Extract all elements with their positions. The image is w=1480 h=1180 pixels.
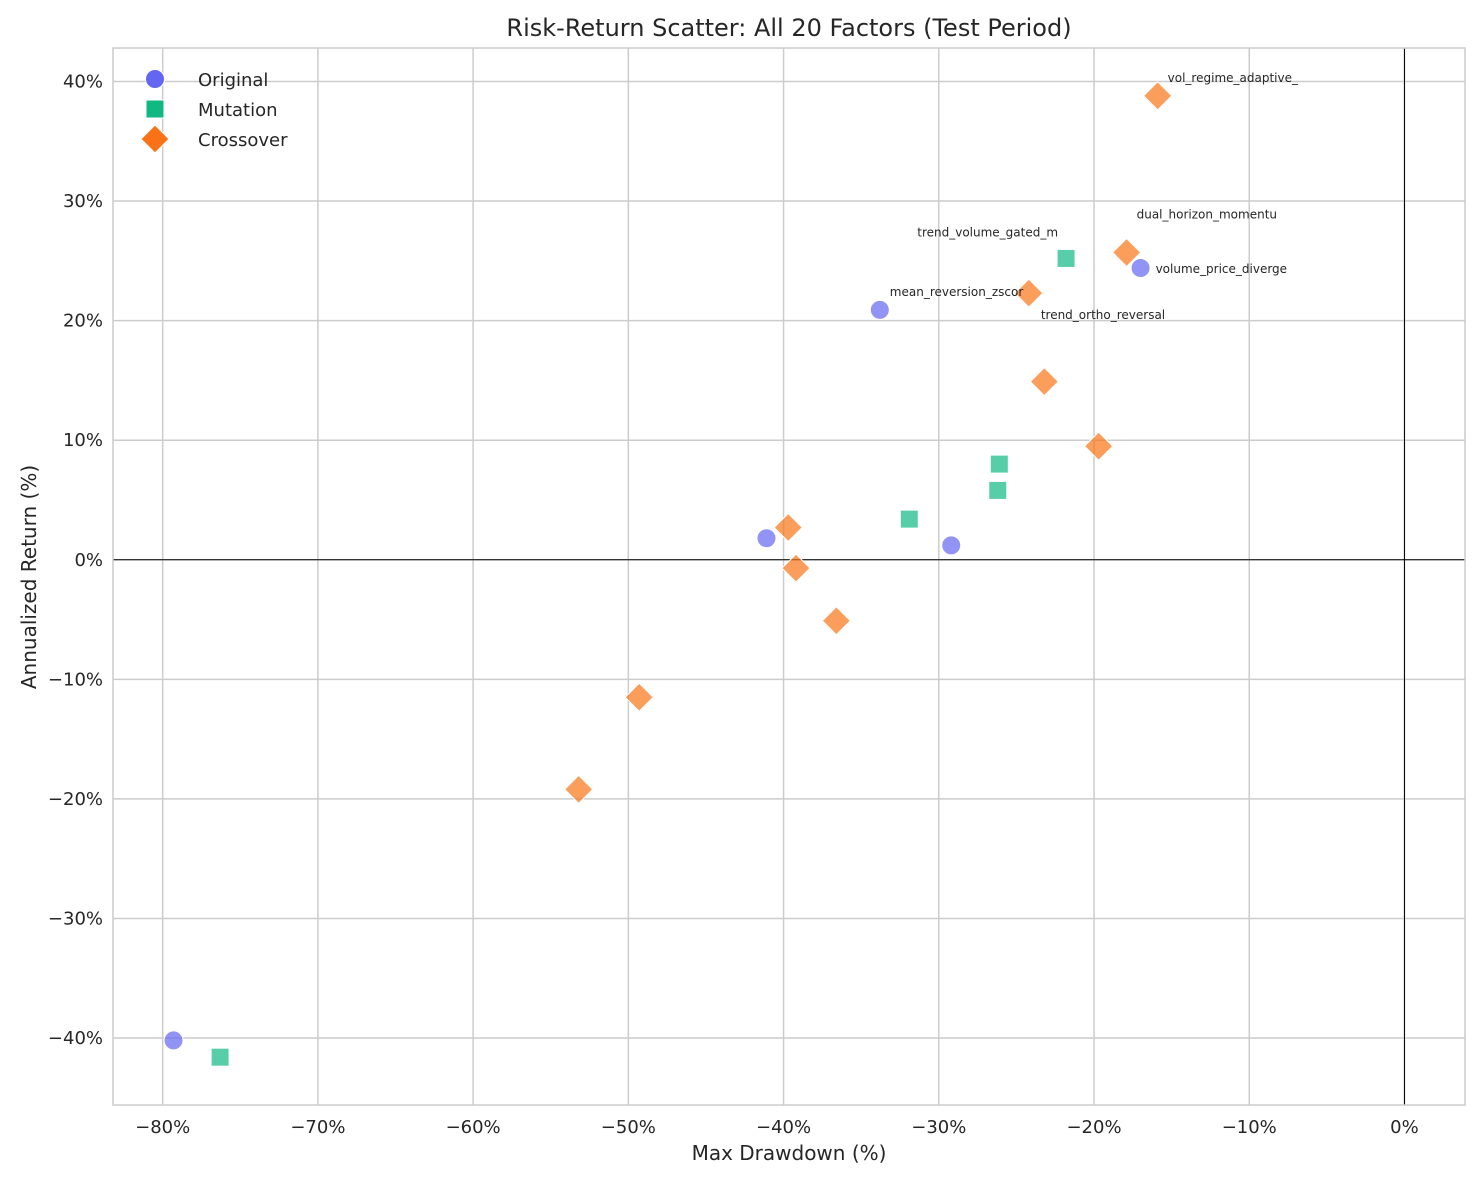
original-point (1130, 258, 1151, 279)
mutation-point (210, 1047, 230, 1067)
legend: Original Mutation Crossover (140, 69, 288, 154)
x-tick-label: −20% (1066, 1117, 1121, 1138)
original-point (941, 535, 962, 556)
point-annotation: dual_horizon_momentu (1137, 207, 1277, 221)
point-annotation: volume_price_diverge (1156, 262, 1287, 276)
x-tick-label: −50% (601, 1117, 656, 1138)
y-tick-label: 30% (63, 191, 103, 212)
mutation-point (989, 454, 1009, 474)
annotations: mean_reversion_zscor volume_price_diverge… (890, 71, 1299, 322)
x-tick-label: −30% (911, 1117, 966, 1138)
crossover-point (1083, 431, 1114, 461)
legend-marker-original (145, 69, 165, 89)
original-point (869, 299, 890, 320)
y-tick-label: 10% (63, 430, 103, 451)
x-tick-label: −10% (1222, 1117, 1277, 1138)
y-tick-label: 20% (63, 311, 103, 332)
crossover-point (1142, 81, 1173, 111)
original-point (163, 1030, 184, 1051)
x-tick-label: −70% (290, 1117, 345, 1138)
x-tick-label: −40% (756, 1117, 811, 1138)
tick-labels: −80% −70% −60% −50% −40% −30% −20% −10% 0% −40% −3… (48, 71, 1419, 1138)
crossover-point (1111, 237, 1142, 268)
data-points (163, 81, 1173, 1067)
point-annotation: trend_volume_gated_m (917, 225, 1058, 239)
reference-lines (113, 48, 1465, 1105)
y-tick-label: −30% (48, 908, 103, 929)
x-tick-label: −60% (446, 1117, 501, 1138)
crossover-point (821, 606, 852, 636)
plot-frame (112, 47, 1466, 1106)
x-axis-label: Max Drawdown (%) (692, 1141, 887, 1165)
mutation-point (1056, 248, 1076, 268)
crossover-point (773, 512, 803, 543)
legend-marker-mutation (145, 99, 165, 119)
point-annotation: vol_regime_adaptive_ (1168, 71, 1299, 85)
legend-marker-crossover (140, 124, 170, 154)
legend-label: Crossover (198, 130, 288, 151)
y-axis-label: Annualized Return (%) (17, 465, 41, 689)
y-tick-label: −20% (48, 789, 103, 810)
x-tick-label: 0% (1390, 1117, 1419, 1138)
legend-label: Original (198, 70, 268, 91)
point-annotation: trend_ortho_reversal (1041, 308, 1165, 322)
point-annotation: mean_reversion_zscor (890, 285, 1024, 299)
chart-title: Risk-Return Scatter: All 20 Factors (Tes… (506, 14, 1071, 42)
y-tick-label: −40% (48, 1028, 103, 1049)
crossover-point (624, 682, 654, 712)
mutation-point (899, 509, 919, 529)
crossover-point (1029, 366, 1060, 397)
crossover-point (563, 774, 594, 805)
original-point (756, 528, 777, 549)
crossover-point (1014, 278, 1044, 308)
x-tick-label: −80% (135, 1117, 190, 1138)
y-tick-label: 40% (63, 71, 103, 92)
crossover-point (781, 553, 811, 583)
y-tick-label: 0% (74, 550, 103, 571)
y-tick-label: −10% (48, 669, 103, 690)
mutation-point (988, 480, 1008, 500)
legend-label: Mutation (198, 100, 278, 121)
